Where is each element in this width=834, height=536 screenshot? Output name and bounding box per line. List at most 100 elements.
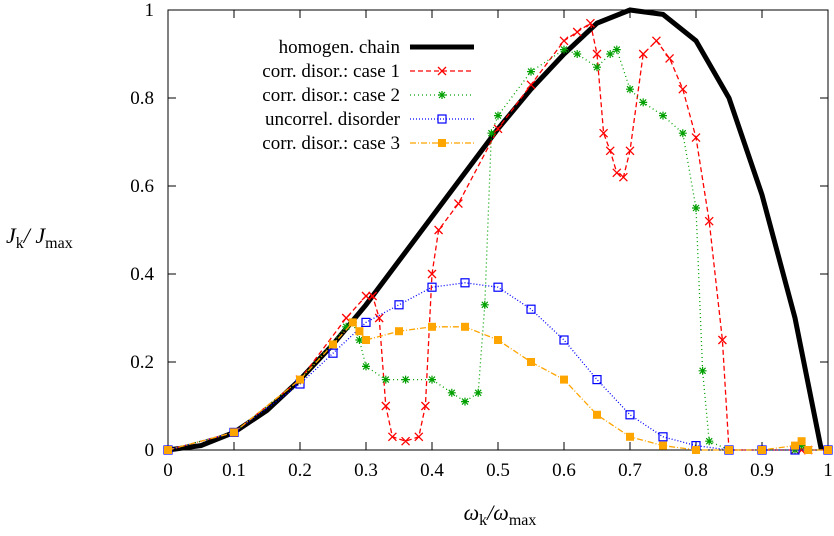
data-point xyxy=(791,441,799,450)
data-point xyxy=(296,375,304,384)
data-point xyxy=(493,124,503,134)
data-point xyxy=(493,282,503,292)
legend-marker xyxy=(437,114,447,124)
data-point xyxy=(328,348,338,358)
data-point xyxy=(705,437,714,446)
data-point xyxy=(427,269,437,279)
data-point xyxy=(692,204,700,212)
y-tick-label: 0.6 xyxy=(130,176,154,197)
data-point xyxy=(461,322,469,331)
data-point xyxy=(460,278,470,288)
data-point xyxy=(791,446,799,454)
data-point xyxy=(387,432,397,442)
legend-marker xyxy=(438,91,446,99)
data-point xyxy=(428,375,436,384)
legend-entry: uncorrel. disorder xyxy=(265,109,474,130)
data-point xyxy=(599,128,609,138)
data-point xyxy=(355,327,364,336)
legend-label: corr. disor.: case 3 xyxy=(262,133,400,154)
x-axis-ticks: 0 0.1 0.2 0.3 0.4 0.5 0.6 0.7 0.8 0.9 1 xyxy=(163,10,833,481)
data-point xyxy=(474,388,483,397)
legend-entry: homogen. chain xyxy=(279,37,474,58)
data-point xyxy=(606,50,615,58)
x-tick-label: 0 xyxy=(163,460,173,481)
data-point xyxy=(355,336,364,344)
series-3 xyxy=(163,278,833,455)
data-point xyxy=(447,388,456,397)
data-point xyxy=(428,322,436,331)
x-tick-label: 0.1 xyxy=(222,460,246,481)
data-point xyxy=(638,49,648,59)
data-point xyxy=(658,432,668,442)
series-4 xyxy=(164,318,832,454)
series-line xyxy=(167,321,828,451)
data-point xyxy=(797,437,806,446)
legend-label: uncorrel. disorder xyxy=(265,109,401,130)
x-tick-label: 0.8 xyxy=(684,460,708,481)
data-point xyxy=(560,375,568,384)
data-point xyxy=(691,133,701,143)
data-point xyxy=(692,446,700,454)
series-layer xyxy=(163,7,833,455)
data-point xyxy=(494,111,502,120)
data-point xyxy=(804,446,813,454)
legend-entry: corr. disor.: case 3 xyxy=(262,133,474,154)
legend-entry: corr. disor.: case 2 xyxy=(262,85,474,106)
data-point xyxy=(797,441,806,450)
data-point xyxy=(612,168,622,178)
data-point xyxy=(434,225,444,235)
x-tick-label: 0.7 xyxy=(618,460,642,481)
data-point xyxy=(625,146,635,156)
legend-label: homogen. chain xyxy=(279,37,401,58)
y-tick-label: 1 xyxy=(145,0,155,21)
data-point xyxy=(725,446,733,454)
data-point xyxy=(758,446,766,454)
data-point xyxy=(592,49,602,59)
data-point xyxy=(368,291,378,301)
x-tick-label: 0.5 xyxy=(486,460,510,481)
data-point xyxy=(559,335,569,345)
x-tick-label: 0.4 xyxy=(420,460,444,481)
data-point xyxy=(381,375,390,384)
data-point xyxy=(560,45,568,54)
data-point xyxy=(526,80,536,90)
x-tick-label: 1 xyxy=(823,460,833,481)
y-tick-label: 0.4 xyxy=(130,264,154,285)
data-point xyxy=(618,172,628,182)
data-point xyxy=(494,336,502,344)
legend-label: corr. disor.: case 1 xyxy=(262,61,400,82)
data-point xyxy=(230,428,238,437)
data-point xyxy=(717,335,727,345)
data-point xyxy=(342,322,351,331)
data-point xyxy=(414,432,424,442)
data-point xyxy=(381,401,391,411)
data-point xyxy=(401,436,411,446)
data-point xyxy=(659,441,667,450)
data-point xyxy=(487,129,496,138)
data-point xyxy=(348,318,357,327)
data-point xyxy=(659,111,667,120)
legend-marker xyxy=(438,139,446,147)
x-axis-label: ωk/ωmax xyxy=(464,500,537,529)
data-point xyxy=(698,366,707,375)
legend-marker xyxy=(437,66,447,76)
legend-entry: corr. disor.: case 1 xyxy=(262,61,474,82)
data-point xyxy=(639,98,648,107)
data-point xyxy=(585,18,595,28)
data-point xyxy=(329,340,337,349)
data-point xyxy=(573,50,582,58)
y-axis-label: Jk/ Jmax xyxy=(6,223,73,252)
legend-marker xyxy=(439,44,445,50)
data-point xyxy=(626,85,634,94)
x-tick-label: 0.3 xyxy=(354,460,378,481)
y-tick-label: 0 xyxy=(145,440,155,461)
legend: homogen. chain corr. disor.: case 1 corr. … xyxy=(262,37,474,154)
data-point xyxy=(527,358,535,366)
data-point xyxy=(453,199,463,209)
data-point xyxy=(480,300,489,309)
x-tick-label: 0.6 xyxy=(552,460,576,481)
data-point xyxy=(374,313,384,323)
data-point xyxy=(362,336,370,344)
legend-label: corr. disor.: case 2 xyxy=(262,85,400,106)
data-point xyxy=(824,446,832,454)
